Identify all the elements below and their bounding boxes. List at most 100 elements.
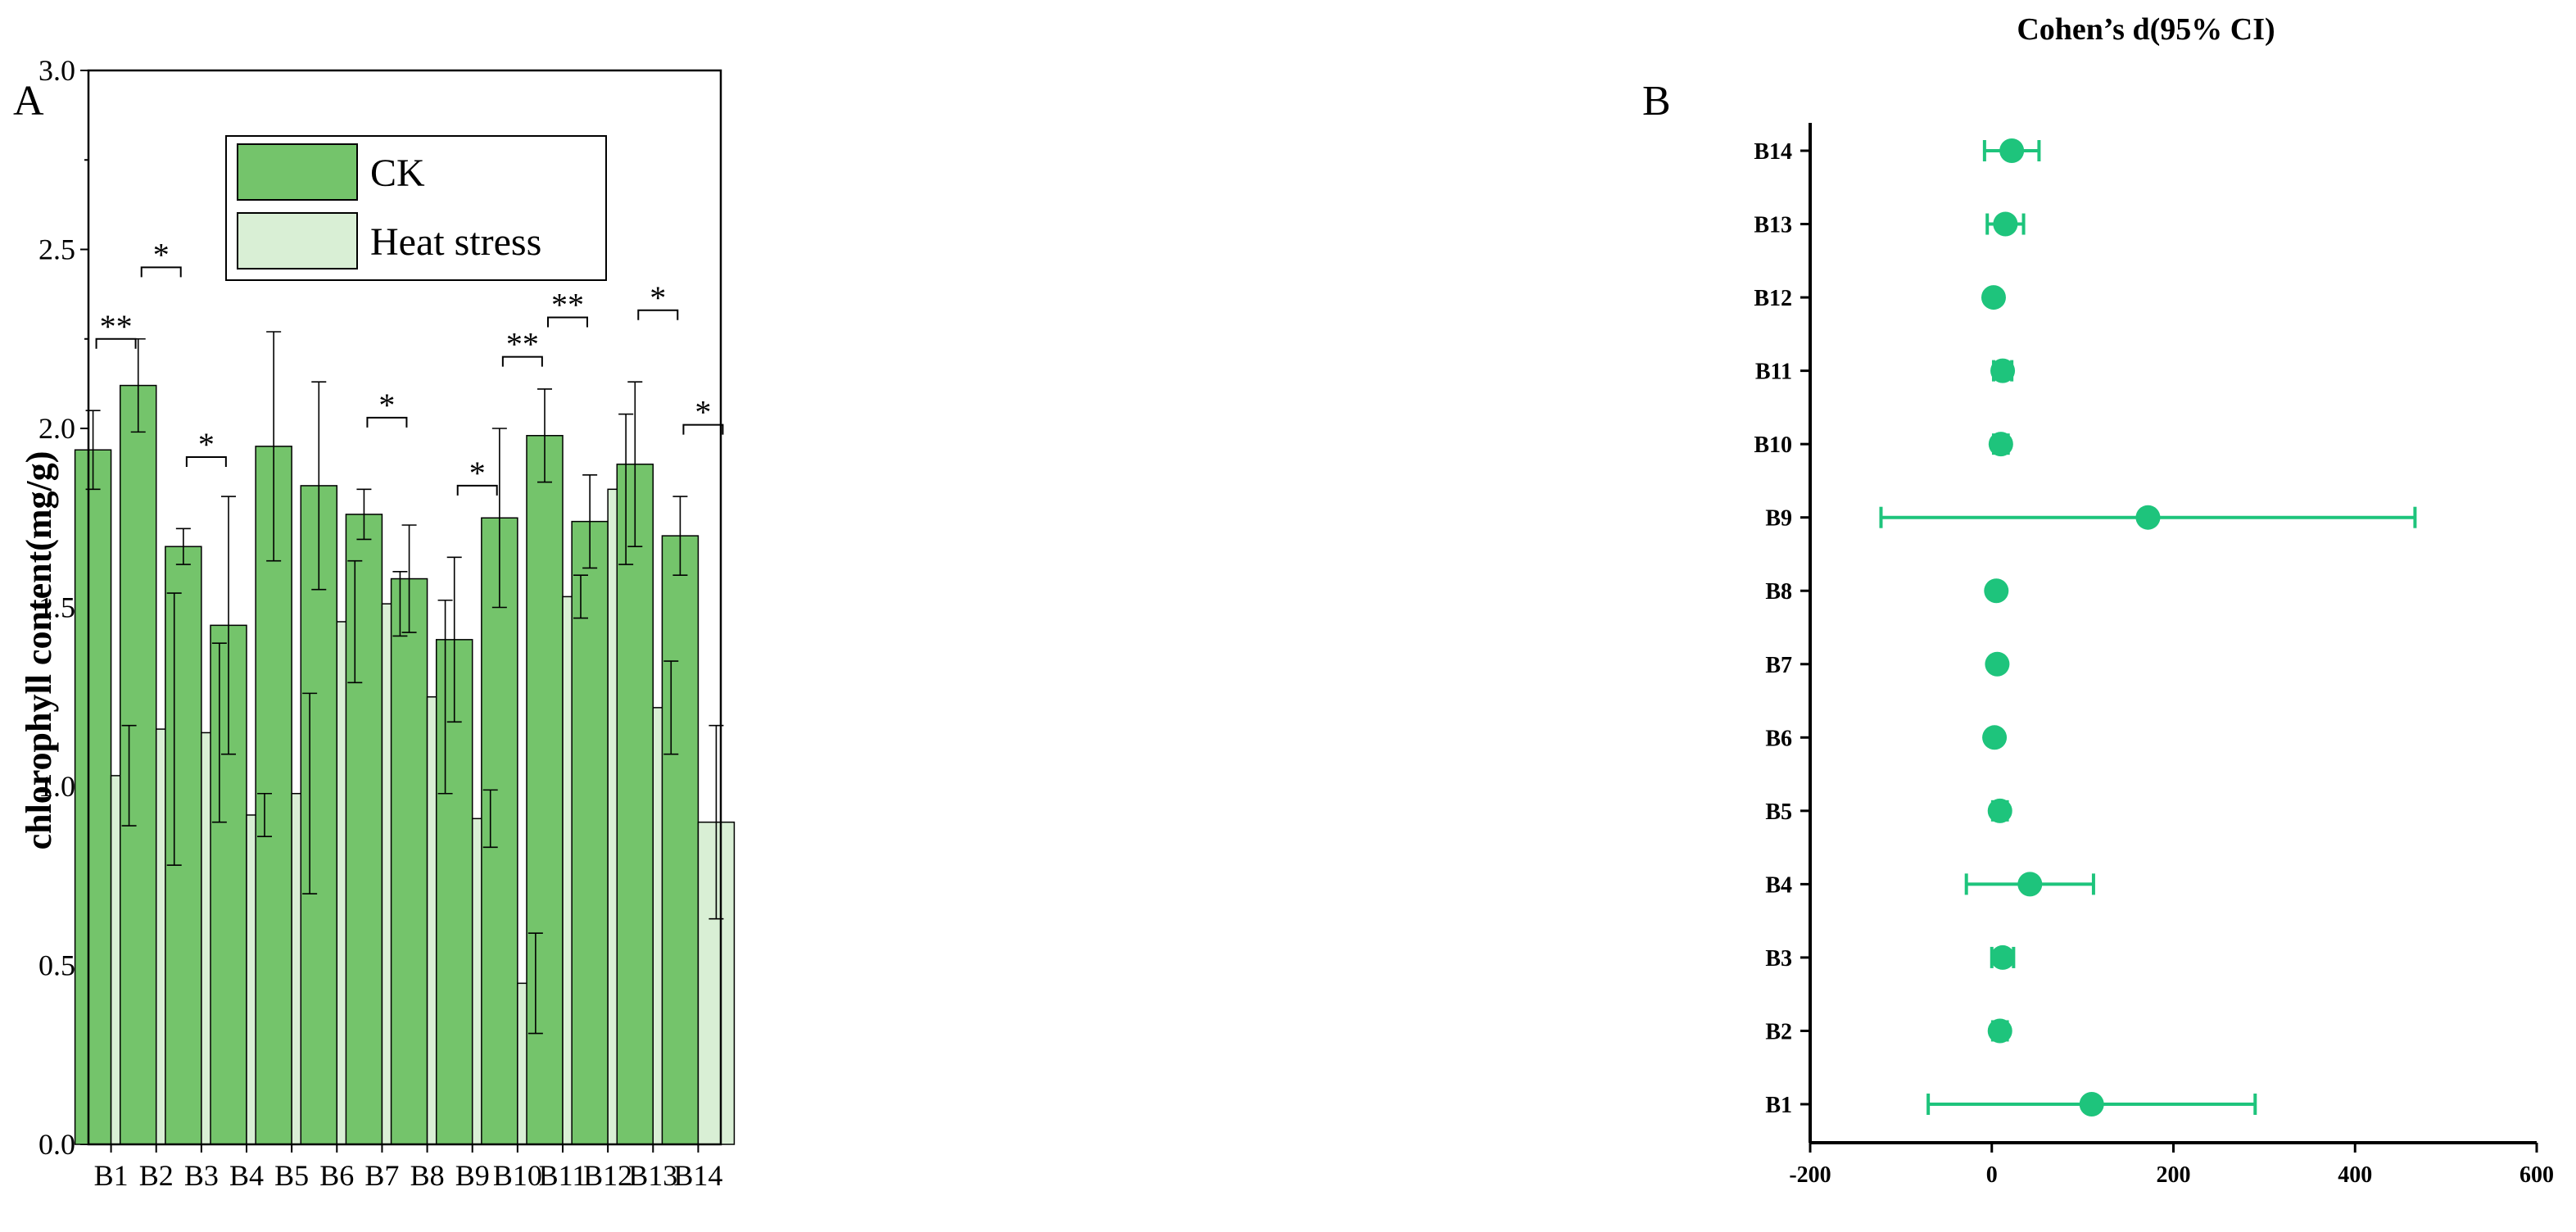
bar-y-axis-label: chlorophyll content(mg/g) [19,451,59,850]
y-tick-label: 2.0 [38,412,75,445]
x-tick-label-b10: B10 [493,1159,542,1192]
forest-x-tick-label: -200 [1789,1162,1831,1188]
forest-row-label-b12: B12 [1754,286,1792,311]
forest-row-label-b13: B13 [1754,213,1792,238]
x-tick-label-b5: B5 [274,1159,309,1192]
bar-ck-b2 [119,384,157,1145]
forest-x-tick-label: 400 [2338,1162,2372,1188]
forest-row-label-b1: B1 [1765,1093,1792,1118]
significance-bracket [185,455,227,467]
forest-plot: Cohen’s d(95% CI) B14B13B12B11B10B9B8B7B… [1754,12,2554,1188]
forest-row-label-b5: B5 [1765,799,1792,825]
bar-ck-b10 [481,517,518,1145]
estimate-point-b14 [1999,138,2025,163]
bar-ck-b3 [165,546,202,1145]
x-tick-label-b2: B2 [139,1159,174,1192]
forest-x-tick-label: 600 [2519,1162,2554,1188]
estimate-point-b11 [1990,358,2016,383]
estimate-point-b2 [1987,1018,2012,1044]
x-tick-label-b7: B7 [364,1159,399,1192]
estimate-point-b3 [1990,944,2016,970]
significance-bracket [366,416,408,428]
y-tick-label: 1.5 [38,591,75,624]
significance-bracket [501,356,543,367]
significance-bracket [547,316,588,328]
bar-ck-b14 [661,535,699,1145]
x-tick-label-b13: B13 [628,1159,677,1192]
bar-ck-b11 [526,434,564,1145]
estimate-point-b13 [1993,211,2018,237]
significance-bracket [682,424,724,435]
forest-row-label-b2: B2 [1765,1019,1792,1044]
significance-mark: * [153,236,170,273]
significance-mark: * [198,426,215,463]
forest-row-label-b3: B3 [1765,946,1792,972]
panel-a-letter: A [13,78,44,125]
forest-row-label-b10: B10 [1754,433,1792,458]
estimate-point-b8 [1984,578,2009,604]
x-tick-label-b6: B6 [319,1159,354,1192]
significance-mark: ** [551,287,584,324]
forest-x-tick-labels: -200 0 200 400 600 [1789,1162,2554,1188]
x-tick-label-b12: B12 [583,1159,632,1192]
significance-mark: * [378,387,395,424]
estimate-point-b4 [2017,872,2043,897]
estimate-point-b9 [2135,505,2161,530]
bar-axes-frame [87,69,722,1146]
x-tick-label-b1: B1 [94,1159,129,1192]
significance-bracket [456,484,498,496]
forest-row-label-b7: B7 [1765,653,1792,678]
bar-legend: CK Heat stress [225,135,607,281]
bar-chart: ************* B1B2B3B4B5B6B7B8B9B10B11B1… [19,54,736,1192]
forest-row-label-b14: B14 [1754,139,1792,165]
forest-y-tick-labels: B14 B13 B12 B11 B10 B9 B8 B7 B6 B5 B4 B3 B2 B1 [1754,139,1792,1118]
forest-x-tick-label: 0 [1986,1162,1998,1188]
forest-row-label-b9: B9 [1765,506,1792,532]
significance-mark: * [695,394,711,431]
y-tick-label: 1.0 [38,770,75,803]
bar-ck-b13 [616,463,654,1145]
significance-bracket [637,309,679,320]
estimate-point-b6 [1982,725,2008,750]
forest-title: Cohen’s d(95% CI) [2017,12,2275,47]
x-tick-label-b8: B8 [410,1159,445,1192]
forest-row-label-b8: B8 [1765,579,1792,605]
y-tick-label: 0.5 [38,949,75,982]
legend-label-heat-stress: Heat stress [370,220,541,264]
estimate-point-b10 [1988,432,2013,457]
significance-mark: ** [100,308,133,345]
y-tick-label: 3.0 [38,54,75,87]
bar-error-bars [85,331,724,1035]
y-tick-label: 0.0 [38,1128,75,1161]
bar-ck-b7 [345,514,383,1145]
bar-y-tick-labels: 0.0 0.5 1.0 1.5 2.0 2.5 3.0 [38,54,75,1161]
forest-x-tick-label: 200 [2157,1162,2191,1188]
significance-mark: * [469,455,486,491]
forest-rows [1879,138,2417,1116]
forest-row-label-b11: B11 [1755,360,1792,385]
bar-ck-b12 [571,520,609,1145]
legend-swatch-ck [237,143,358,201]
estimate-point-b1 [2079,1092,2104,1116]
x-tick-label-b4: B4 [229,1159,264,1192]
legend-swatch-heat-stress [237,212,358,270]
significance-mark: ** [506,326,539,363]
panel-b-letter: B [1642,78,1671,125]
plot-frame [87,69,722,1146]
bar-ck-b8 [390,578,428,1145]
estimate-point-b7 [1985,651,2010,677]
bar-ck-b1 [74,449,112,1145]
legend-label-ck: CK [370,152,425,195]
x-tick-label-b3: B3 [184,1159,219,1192]
forest-row-label-b4: B4 [1765,872,1792,898]
significance-bracket [140,266,182,278]
x-tick-label-b11: B11 [539,1159,587,1192]
significance-mark: * [650,279,666,316]
significance-bracket [95,337,137,349]
x-tick-label-b14: B14 [673,1159,722,1192]
estimate-point-b5 [1987,798,2012,823]
forest-axes [1800,123,2538,1153]
y-tick-label: 2.5 [38,233,75,266]
